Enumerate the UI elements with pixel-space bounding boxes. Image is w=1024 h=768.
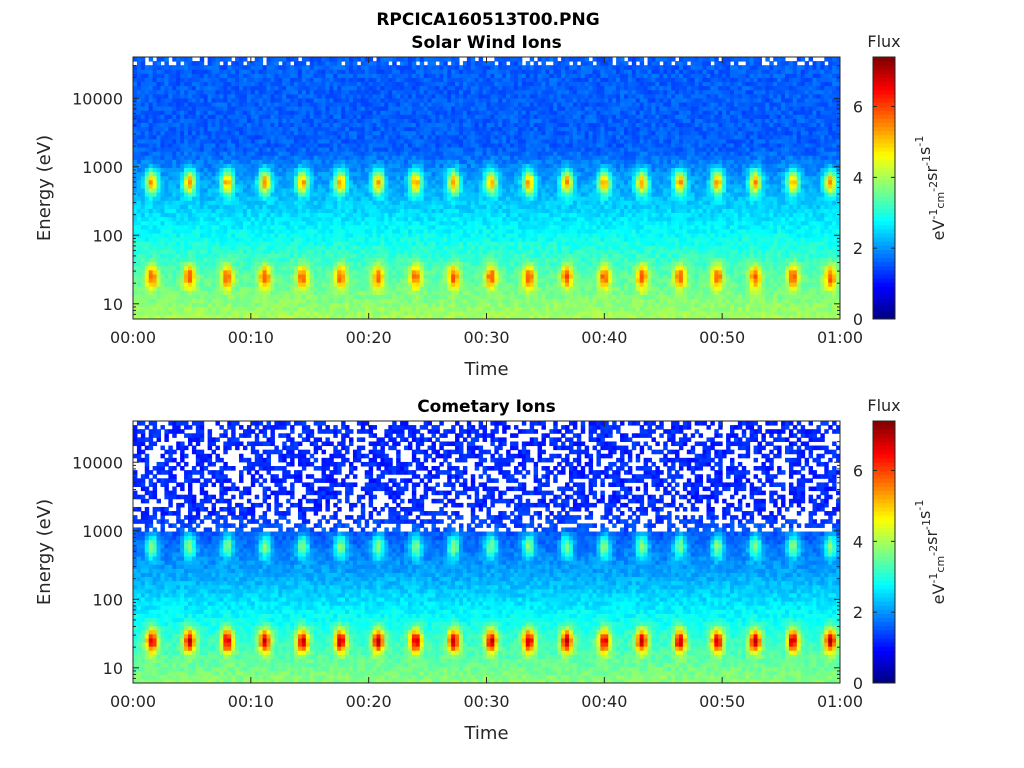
panel-1: Solar Wind Ions 00:00 00:10 00:20 00:30 00:40… xyxy=(34,32,948,380)
x-tick-label: 00:00 xyxy=(110,692,156,711)
colorbar: 0 2 4 6 Flux eV-1cm-2sr-1s-1 xyxy=(853,396,948,693)
x-tick-label: 00:00 xyxy=(110,328,156,347)
x-tick-label: 00:30 xyxy=(463,692,509,711)
heatmap xyxy=(133,57,841,320)
panel-title: Solar Wind Ions xyxy=(411,33,562,53)
colorbar-tick-label: 0 xyxy=(853,674,863,693)
y-axis-label: Energy (eV) xyxy=(34,499,55,605)
colorbar-tick-label: 4 xyxy=(853,532,863,551)
colorbar-title: Flux xyxy=(867,32,900,51)
colorbar-unit-label: eV-1cm-2sr-1s-1 xyxy=(913,500,948,605)
colorbar-unit-label: eV-1cm-2sr-1s-1 xyxy=(913,136,948,241)
panels: Solar Wind Ions 00:00 00:10 00:20 00:30 00:40… xyxy=(34,32,948,744)
x-tick-label: 01:00 xyxy=(817,328,863,347)
panel-title: Cometary Ions xyxy=(417,397,556,417)
y-tick-label: 100 xyxy=(92,590,123,609)
x-tick-label: 00:20 xyxy=(346,692,392,711)
y-tick-label: 1000 xyxy=(82,522,123,541)
y-tick-label: 10 xyxy=(103,659,123,678)
x-tick-label: 00:10 xyxy=(228,328,274,347)
y-tick-label: 1000 xyxy=(82,158,123,177)
figure-title: RPCICA160513T00.PNG xyxy=(376,10,599,30)
x-tick-label: 00:30 xyxy=(463,328,509,347)
y-tick-label: 10000 xyxy=(72,89,123,108)
colorbar-tick-label: 6 xyxy=(853,98,863,117)
y-axis-label: Energy (eV) xyxy=(34,135,55,241)
colorbar: 0 2 4 6 Flux eV-1cm-2sr-1s-1 xyxy=(853,32,948,329)
x-tick-label: 01:00 xyxy=(817,692,863,711)
y-tick-label: 10 xyxy=(103,295,123,314)
colorbar-tick-label: 2 xyxy=(853,239,863,258)
x-axis-label: Time xyxy=(463,359,508,380)
colorbar-tick-label: 6 xyxy=(853,462,863,481)
x-tick-label: 00:50 xyxy=(699,692,745,711)
colorbar-tick-label: 0 xyxy=(853,310,863,329)
y-tick-label: 100 xyxy=(92,226,123,245)
colorbar-tick-label: 4 xyxy=(853,168,863,187)
x-tick-label: 00:40 xyxy=(581,328,627,347)
x-tick-label: 00:20 xyxy=(346,328,392,347)
x-tick-label: 00:50 xyxy=(699,328,745,347)
x-tick-label: 00:10 xyxy=(228,692,274,711)
colorbar-title: Flux xyxy=(867,396,900,415)
x-axis-label: Time xyxy=(463,723,508,744)
heatmap xyxy=(133,421,841,684)
x-tick-label: 00:40 xyxy=(581,692,627,711)
y-tick-label: 10000 xyxy=(72,453,123,472)
colorbar-tick-label: 2 xyxy=(853,603,863,622)
